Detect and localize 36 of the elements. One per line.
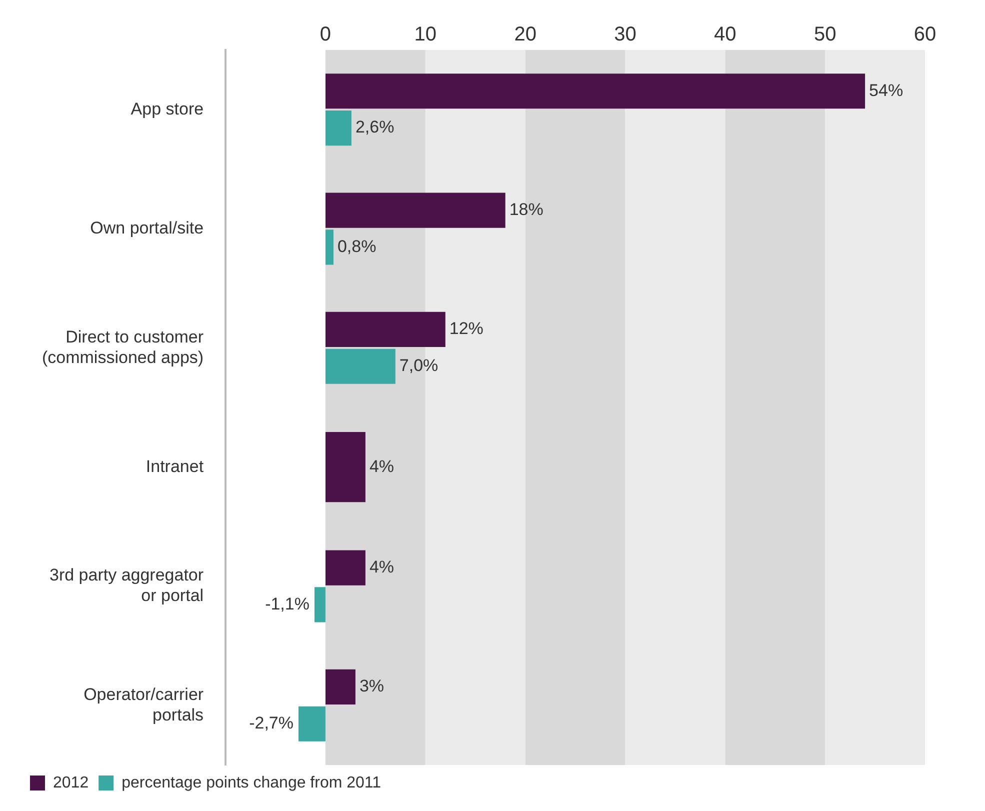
data-label: 7,0% bbox=[399, 356, 438, 376]
bar bbox=[325, 192, 506, 228]
data-label: 4% bbox=[369, 456, 394, 476]
legend-label: 2012 bbox=[53, 774, 89, 792]
x-tick-label: 50 bbox=[814, 24, 836, 46]
legend-label: percentage points change from 2011 bbox=[122, 774, 382, 792]
data-label: 54% bbox=[869, 80, 904, 100]
y-tick-label: App store bbox=[130, 99, 204, 118]
data-label: 0,8% bbox=[337, 236, 376, 256]
data-label: 12% bbox=[449, 319, 484, 338]
x-tick-label: 10 bbox=[414, 24, 437, 46]
data-label: -2,7% bbox=[249, 714, 294, 733]
bar bbox=[325, 669, 356, 704]
y-tick-label: 3rd party aggregator or portal bbox=[50, 566, 204, 606]
bar bbox=[325, 74, 866, 109]
y-tick-label: Direct to customer (commissioned apps) bbox=[42, 327, 204, 367]
data-label: -1,1% bbox=[265, 594, 310, 614]
data-label: 18% bbox=[509, 200, 544, 219]
bar bbox=[314, 587, 326, 622]
bar bbox=[298, 706, 326, 742]
data-label: 2,6% bbox=[355, 118, 394, 137]
bar bbox=[325, 230, 334, 265]
y-tick-label: Intranet bbox=[146, 456, 204, 476]
bar bbox=[325, 110, 352, 146]
data-label: 4% bbox=[369, 557, 394, 576]
x-tick-label: 0 bbox=[320, 24, 332, 46]
x-tick-label: 20 bbox=[514, 24, 536, 46]
bar bbox=[325, 348, 396, 384]
x-tick-label: 40 bbox=[714, 24, 736, 46]
x-tick-label: 30 bbox=[614, 24, 636, 46]
data-label: 3% bbox=[359, 676, 384, 696]
bar bbox=[325, 312, 446, 347]
x-tick-label: 60 bbox=[914, 24, 936, 46]
y-tick-label: Own portal/site bbox=[90, 218, 204, 238]
bar bbox=[325, 550, 366, 586]
y-tick-label: Operator/carrier portals bbox=[84, 684, 204, 724]
